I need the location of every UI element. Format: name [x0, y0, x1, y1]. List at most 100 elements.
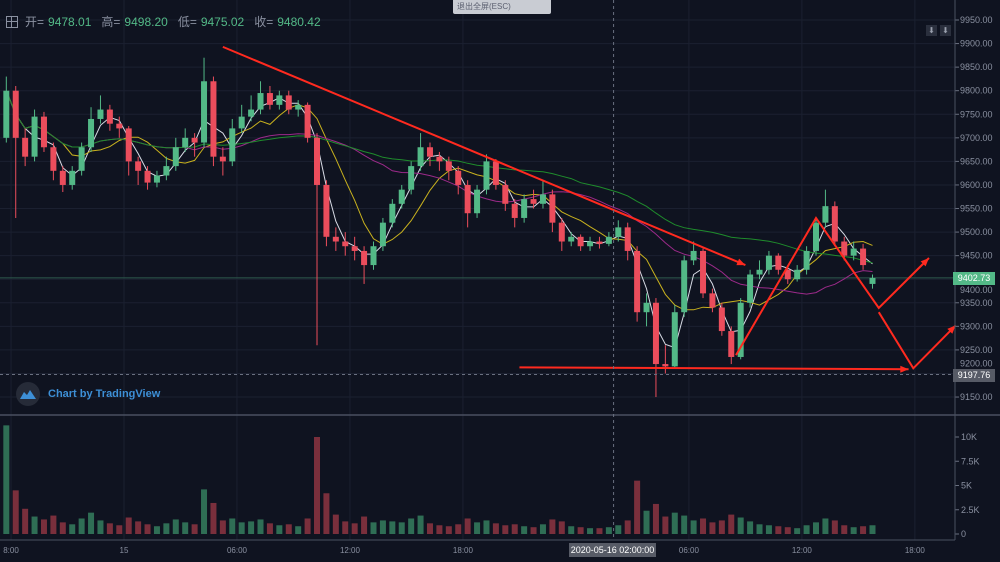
price-tick-label: 9350.00 — [960, 298, 993, 308]
volume-bar — [379, 520, 386, 534]
candle-body — [40, 116, 47, 148]
volume-bar — [304, 518, 311, 534]
volume-bar — [539, 524, 546, 534]
price-tick-label: 9450.00 — [960, 251, 993, 261]
crosshair-time-label: 2020-05-16 02:00:00 — [569, 543, 656, 557]
candle-body — [850, 248, 857, 256]
candle-body — [3, 90, 10, 138]
candle-body — [172, 147, 179, 167]
volume-bar — [474, 522, 481, 534]
volume-bar — [116, 525, 123, 534]
price-tick-label: 9250.00 — [960, 345, 993, 355]
candle-body — [539, 194, 546, 204]
volume-bar — [652, 503, 659, 534]
time-tick-label: 18:00 — [905, 546, 926, 555]
price-tick-label: 9700.00 — [960, 133, 993, 143]
candle-body — [860, 248, 867, 266]
ohlc-legend: 开= 9478.01 高= 9498.20 低= 9475.02 收= 9480.42 — [6, 13, 327, 30]
volume-bar — [351, 523, 358, 534]
candle-body — [492, 161, 499, 185]
tradingview-logo-icon — [16, 382, 40, 406]
candle-body — [784, 269, 791, 280]
volume-bar — [182, 522, 189, 534]
candle-body — [116, 123, 123, 129]
candle-body — [709, 293, 716, 308]
volume-bar — [483, 520, 490, 534]
projection-path-a-arrowhead — [920, 258, 929, 267]
volume-bar — [596, 528, 603, 534]
price-tick-label: 9200.00 — [960, 359, 993, 369]
candle-body — [587, 241, 594, 247]
volume-bar — [747, 521, 754, 534]
volume-bar — [172, 519, 179, 534]
volume-bar — [662, 516, 669, 534]
candle-body — [314, 137, 321, 185]
candle-body — [304, 104, 311, 138]
candle-body — [323, 184, 330, 237]
volume-bar — [144, 524, 151, 534]
candle-body — [135, 161, 142, 171]
time-tick-label: 8:00 — [3, 546, 19, 555]
tradingview-branding[interactable]: Chart by TradingView — [16, 382, 160, 406]
candle-body — [813, 222, 820, 251]
volume-bar — [3, 425, 10, 534]
volume-bar — [40, 519, 47, 534]
volume-bar — [323, 493, 330, 534]
volume-bar — [276, 525, 283, 534]
volume-bar — [22, 508, 29, 534]
volume-bar — [445, 526, 452, 534]
candle-body — [577, 236, 584, 247]
scroll-down-icon[interactable]: ⬇ — [926, 25, 937, 36]
candle-body — [511, 203, 518, 218]
candle-body — [88, 118, 95, 148]
volume-bar — [219, 520, 226, 534]
volume-bar — [530, 527, 537, 534]
candle-body — [681, 260, 688, 313]
candle-body — [652, 302, 659, 365]
candle-body — [238, 116, 245, 129]
candle-body — [718, 307, 725, 332]
price-tick-label: 9400.00 — [960, 285, 993, 295]
moving-average-line — [5, 90, 873, 264]
volume-bar — [634, 480, 641, 534]
candle-body — [765, 255, 772, 270]
volume-bar — [257, 519, 264, 534]
scroll-up-icon[interactable]: ⬇ — [940, 25, 951, 36]
candle-body — [125, 128, 132, 162]
volume-bar — [869, 525, 876, 534]
volume-bar — [12, 490, 19, 534]
volume-bar — [398, 522, 405, 534]
candle-body — [615, 227, 622, 237]
volume-bar — [511, 524, 518, 534]
volume-bar — [681, 515, 688, 534]
candle-body — [106, 109, 113, 124]
low-label: 低= — [177, 15, 197, 29]
drawings[interactable] — [222, 45, 957, 373]
candle-body — [756, 269, 763, 275]
candle-body — [643, 302, 650, 313]
candle-body — [700, 250, 707, 294]
price-tick-label: 9800.00 — [960, 86, 993, 96]
candle-body — [502, 184, 509, 204]
exit-fullscreen-button[interactable]: 退出全屏(ESC) — [453, 0, 551, 14]
volume-bar — [295, 526, 302, 534]
candle-body — [229, 128, 236, 162]
candle-body — [831, 206, 838, 242]
candle-body — [737, 302, 744, 357]
grid — [0, 0, 955, 540]
volume-bar — [125, 517, 132, 534]
volume-bar — [671, 512, 678, 534]
candle-body — [841, 241, 848, 256]
volume-bar — [408, 518, 415, 534]
candle-body — [690, 250, 697, 261]
candle-body — [596, 241, 603, 244]
candle-body — [521, 199, 528, 218]
candle-body — [558, 222, 565, 242]
projection-path-a — [735, 216, 930, 356]
legend-toggle-icon[interactable] — [6, 15, 18, 28]
volume-bar — [88, 512, 95, 534]
volume-bar — [521, 526, 528, 534]
volume-bar — [784, 527, 791, 534]
volume-bar — [700, 518, 707, 534]
